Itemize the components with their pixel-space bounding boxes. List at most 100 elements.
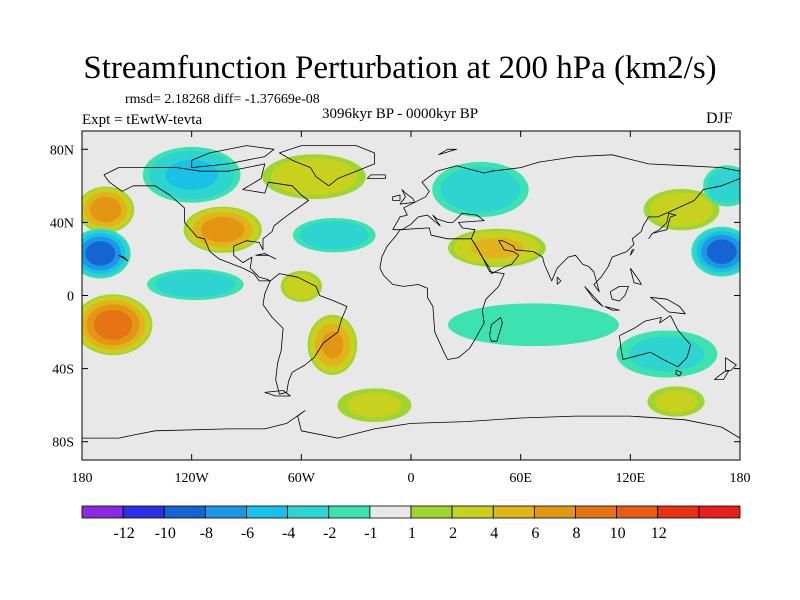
anomaly-positive <box>448 228 546 268</box>
coastline <box>191 145 275 168</box>
colorbar-label: 8 <box>573 525 581 542</box>
contour-band <box>321 331 344 359</box>
colorbar-swatch <box>287 505 330 519</box>
coastline <box>264 390 291 397</box>
coastline <box>650 296 686 315</box>
contour-band <box>271 158 357 196</box>
contour-band <box>284 273 319 300</box>
coastline <box>556 276 562 285</box>
colorbar-label: 2 <box>449 525 457 542</box>
anomaly-positive <box>337 388 412 422</box>
colorbar-swatch <box>369 505 412 519</box>
contour-band <box>440 166 521 213</box>
coastline <box>103 163 309 282</box>
coastline <box>118 254 129 262</box>
contour-band <box>470 237 524 259</box>
anomaly-negative <box>82 228 131 279</box>
coastline <box>609 286 629 302</box>
contour-band <box>629 336 705 372</box>
coastline <box>629 249 635 256</box>
colorbar-label: 1 <box>408 525 416 542</box>
x-tick-label: 60E <box>509 471 532 486</box>
colorbar-label: -1 <box>364 525 377 542</box>
x-tick-label: 0 <box>408 471 415 486</box>
contour-band <box>707 168 740 203</box>
coastline <box>584 286 604 307</box>
colorbar-label: 12 <box>651 525 667 542</box>
x-tick-label: 60W <box>288 471 316 486</box>
anomaly-negative <box>142 146 241 203</box>
colorbar-swatch <box>451 505 494 519</box>
anomaly-positive <box>280 270 323 302</box>
contour-band <box>90 196 122 223</box>
coastline <box>262 273 348 395</box>
anomaly-positive <box>82 186 135 233</box>
anomaly-positive <box>82 294 153 356</box>
coastline <box>675 370 682 377</box>
coastline <box>392 154 740 293</box>
colorbar-label: -6 <box>241 525 254 542</box>
anomaly-positive <box>262 154 366 200</box>
anomaly-positive <box>643 188 720 231</box>
chart-title: Streamfunction Perturbation at 200 hPa (… <box>83 50 717 86</box>
colorbar-swatch <box>204 505 247 519</box>
contour-band <box>650 192 713 227</box>
coastline <box>725 357 737 371</box>
coastline <box>399 189 416 205</box>
coastlines <box>82 145 740 439</box>
coastline <box>82 410 740 439</box>
coastline <box>392 194 401 201</box>
anomaly-positive <box>307 314 358 375</box>
axes: 180 120W 60W 0 60E 120E 180 80N 40N 0 40S 80S <box>50 131 751 486</box>
anomaly-positive <box>183 206 262 253</box>
contour-band <box>93 309 133 340</box>
anomaly-negative <box>447 303 619 347</box>
contour-band <box>299 220 369 250</box>
y-tick-label: 80N <box>50 143 74 158</box>
coastline <box>604 306 620 311</box>
experiment-label: Expt = tEwtW-tevta <box>82 112 203 128</box>
season-label: DJF <box>706 110 733 127</box>
anomaly-negative <box>432 161 529 218</box>
contour-band <box>201 216 245 243</box>
contour-band <box>447 303 619 347</box>
colorbar-swatch <box>698 505 741 519</box>
coastline <box>489 317 503 342</box>
colorbar-swatch <box>575 505 618 519</box>
anomaly-positive <box>647 386 705 417</box>
coastline <box>279 145 375 187</box>
colorbar-label: -12 <box>113 525 134 542</box>
colorbar-swatch <box>492 505 535 519</box>
anomaly-field <box>82 146 740 422</box>
colorbar-swatch <box>246 505 289 519</box>
colorbar-label: -4 <box>282 525 295 542</box>
colorbar-swatch <box>81 505 124 519</box>
y-tick-label: 40N <box>50 216 74 231</box>
coastline <box>366 174 386 179</box>
anomaly-negative <box>703 165 740 207</box>
colorbar-swatch <box>616 505 659 519</box>
y-tick-label: 0 <box>67 290 74 305</box>
contour-band <box>654 390 698 413</box>
coastline <box>629 267 642 285</box>
colorbar-swatch <box>163 505 206 519</box>
colorbar: -12 -10 -8 -6 -4 -2 -1 1 2 4 6 8 10 12 <box>81 505 741 542</box>
colorbar-label: -10 <box>155 525 176 542</box>
y-tick-label: 40S <box>52 363 74 378</box>
stats-text: rmsd= 2.18268 diff= -1.37669e-08 <box>125 92 320 107</box>
x-tick-label: 180 <box>730 471 751 486</box>
coastline <box>255 253 277 260</box>
colorbar-label: 6 <box>531 525 539 542</box>
x-tick-label: 120W <box>175 471 210 486</box>
contour-band <box>155 271 236 298</box>
colorbar-swatch <box>122 505 165 519</box>
coastline <box>438 148 458 156</box>
anomaly-negative <box>691 226 740 277</box>
colorbar-swatch <box>410 505 453 519</box>
colorbar-label: -2 <box>323 525 336 542</box>
x-tick-label: 180 <box>72 471 93 486</box>
anomaly-negative <box>292 217 376 253</box>
anomaly-negative <box>147 269 244 301</box>
colorbar-swatch <box>657 505 700 519</box>
